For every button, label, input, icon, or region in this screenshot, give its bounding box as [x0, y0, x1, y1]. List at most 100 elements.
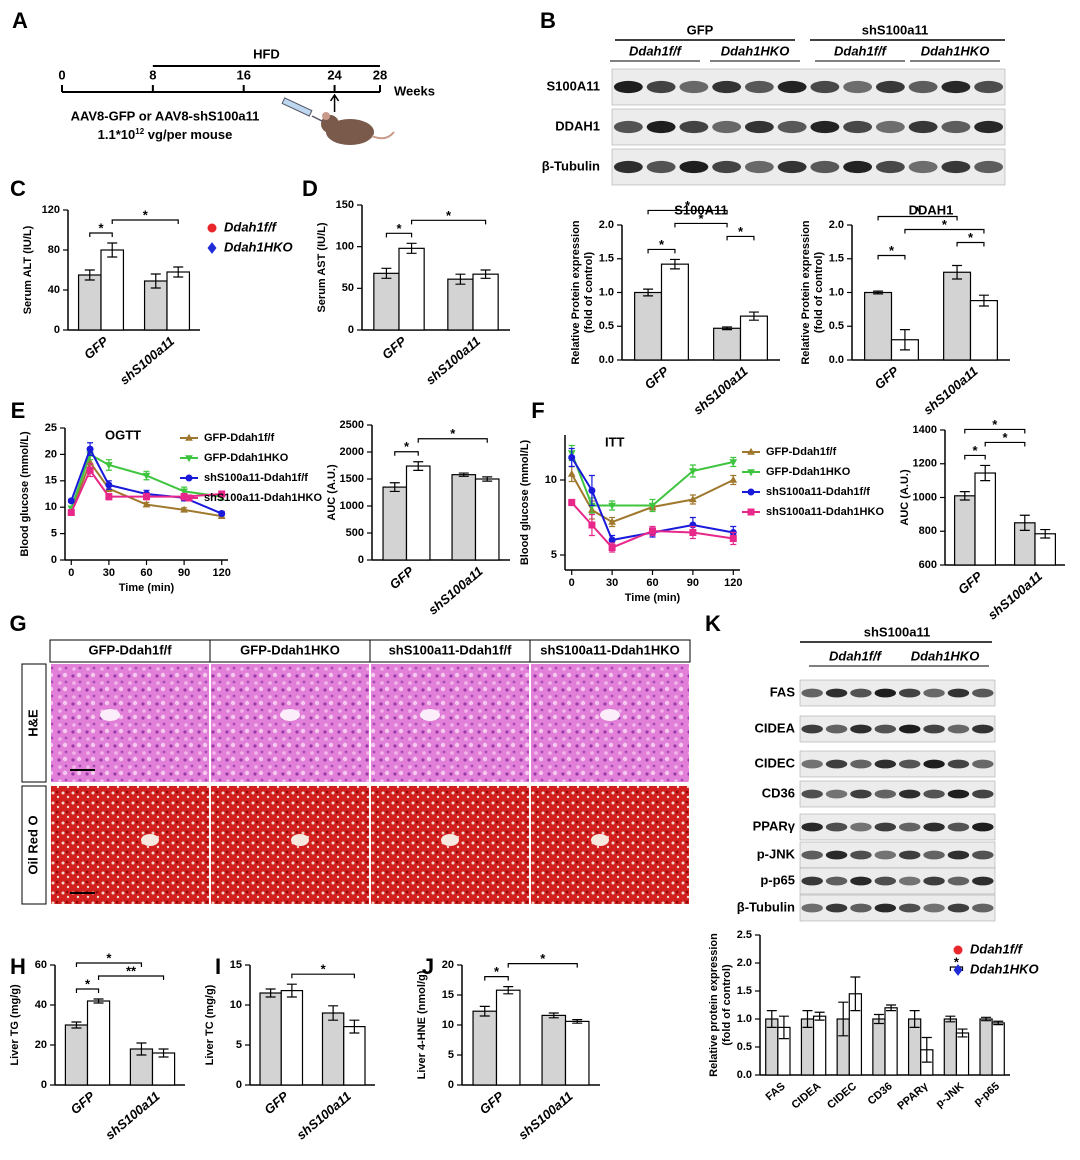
timeline-tick-label: 24: [327, 67, 342, 82]
blot-band: [898, 759, 921, 769]
bar: [884, 1007, 898, 1076]
blot-group-label: shS100a11: [862, 22, 929, 37]
x-tick-label: 0: [569, 577, 575, 589]
marker: [185, 494, 193, 502]
oil-red-image: [211, 786, 369, 904]
dose-text: 1.1*1012 vg/per mouse: [98, 127, 233, 143]
bar: [451, 474, 477, 561]
y-axis-label: Relative Protein expression: [570, 220, 582, 365]
y-tick-label: 0.0: [737, 1069, 752, 1081]
y-tick-label: 1400: [913, 424, 937, 436]
chart-title: OGTT: [105, 427, 141, 442]
error-bar: [778, 1015, 789, 1040]
significance-bracket: [417, 438, 488, 443]
blot-band: [972, 876, 994, 886]
blot-band: [923, 822, 945, 832]
legend-label: GFP-Ddah1HKO: [766, 466, 851, 478]
significance-label: *: [404, 439, 410, 454]
bar: [259, 992, 282, 1086]
error-bar: [850, 976, 861, 1012]
error-bar: [136, 1042, 147, 1056]
panel-label: F: [531, 398, 544, 423]
significance-bracket: [385, 232, 413, 238]
blot-band: [972, 759, 994, 769]
y-tick-label: 25: [45, 422, 57, 434]
significance-bracket: [647, 248, 676, 254]
bar: [812, 1015, 827, 1076]
marker: [207, 242, 217, 254]
significance-label: **: [126, 963, 137, 978]
y-tick-label: 100: [336, 241, 354, 253]
y-tick-label: 20: [45, 448, 57, 460]
error-bar: [413, 461, 424, 471]
error-bar: [873, 1013, 884, 1025]
error-bar: [766, 1010, 777, 1028]
y-tick-label: 2.5: [737, 929, 752, 941]
blot-band: [974, 160, 1004, 174]
marker: [747, 447, 755, 455]
error-bar: [873, 290, 884, 295]
marker: [608, 502, 616, 510]
error-bar: [548, 1012, 559, 1019]
significance-label: *: [659, 237, 665, 252]
blot-band: [947, 822, 970, 832]
significance-label: *: [698, 211, 704, 226]
x-tick-label: 30: [606, 577, 618, 589]
series-line: [70, 452, 222, 509]
y-tick-label: 1.5: [737, 985, 752, 997]
significance-bracket: [410, 219, 487, 225]
marker: [608, 536, 616, 544]
x-tick-label: 90: [178, 567, 190, 579]
blot-band: [825, 903, 848, 913]
y-tick-label: 1.5: [829, 253, 844, 265]
series-line: [570, 452, 734, 507]
significance-label: *: [915, 204, 921, 219]
significance-bracket: [75, 988, 100, 993]
y-axis-label: Relative Protein expression: [800, 220, 812, 365]
timeline-tick-label: 8: [149, 67, 156, 82]
y-tick-label: 0: [348, 324, 354, 336]
panel-label: I: [215, 954, 221, 979]
blot-band: [923, 688, 945, 698]
error-bar: [455, 273, 466, 285]
blot-band: [801, 789, 823, 799]
significance-label: *: [106, 950, 112, 965]
bar: [166, 271, 191, 331]
vessel: [591, 834, 609, 846]
blot-band: [947, 876, 970, 886]
blot-row-label: S100A11: [547, 78, 601, 93]
blot-band: [941, 80, 971, 94]
y-axis-label: (fold of control): [813, 252, 825, 334]
x-tick-label: 120: [724, 577, 742, 589]
panel-label: H: [10, 954, 26, 979]
significance-bracket: [75, 962, 143, 967]
marker: [218, 510, 226, 518]
blot-band: [825, 789, 848, 799]
x-axis-label: Time (min): [119, 582, 175, 594]
marker: [218, 490, 226, 498]
blot-band: [646, 80, 676, 94]
blot-band: [843, 160, 873, 174]
marker: [953, 964, 963, 976]
blot-band: [874, 903, 897, 913]
oil-red-image: [51, 786, 209, 904]
blot-band: [801, 724, 823, 734]
bar: [151, 1052, 176, 1086]
blot-band: [874, 688, 897, 698]
y-tick-label: 600: [919, 559, 937, 571]
blot-row-label: p-JNK: [757, 846, 796, 861]
error-bar: [643, 288, 654, 297]
error-bar: [150, 273, 161, 289]
marker: [953, 945, 963, 955]
legend-label: Ddah1f/f: [970, 941, 1024, 956]
y-axis-label: AUC (A.U.): [899, 469, 911, 526]
histology-row-label: H&E: [25, 709, 40, 737]
blot-band: [947, 850, 970, 860]
error-bar: [669, 258, 680, 270]
y-axis-label: (fold of control): [583, 252, 595, 334]
error-bar: [107, 242, 118, 258]
error-bar: [838, 1001, 849, 1037]
vessel: [441, 834, 459, 846]
y-tick-label: 40: [35, 999, 47, 1011]
